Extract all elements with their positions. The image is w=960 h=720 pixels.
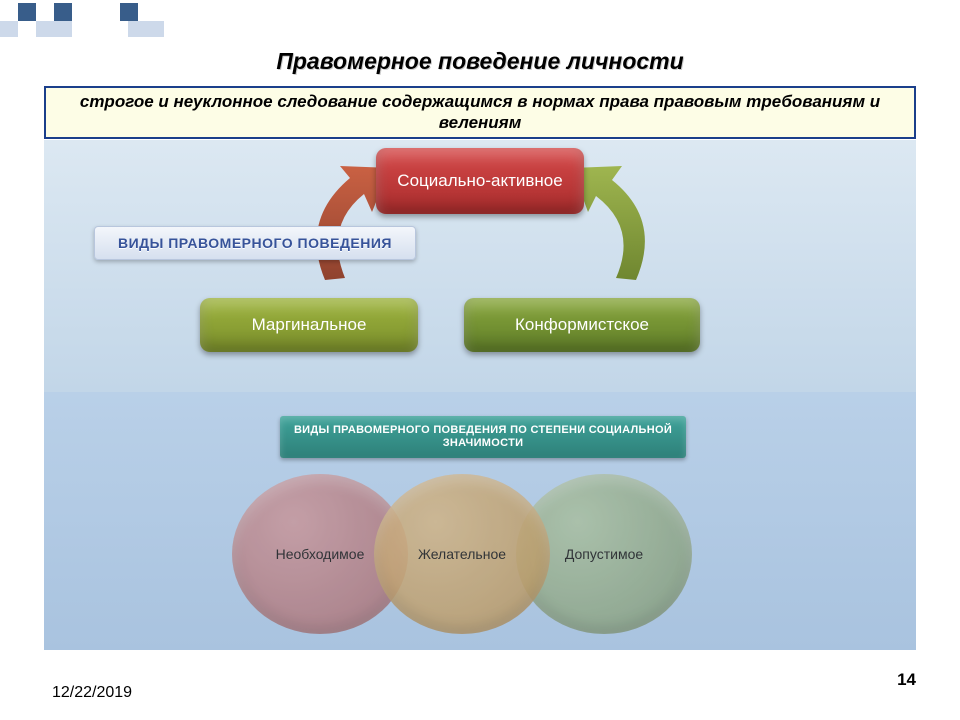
venn-label: Желательное (418, 546, 506, 562)
footer-date: 12/22/2019 (52, 684, 132, 702)
cycle-smartart: Социально-активное Маргинальное Конформи… (44, 140, 916, 392)
node-conformist: Конформистское (464, 298, 700, 352)
slide: Правомерное поведение личности строгое и… (0, 0, 960, 720)
node-social-active: Социально-активное (376, 148, 584, 214)
footer-page-number: 14 (897, 670, 916, 690)
node-marginal: Маргинальное (200, 298, 418, 352)
corner-decoration (0, 0, 170, 38)
venn-label: Допустимое (565, 546, 643, 562)
venn-diagram: Необходимое Допустимое Желательное (44, 472, 916, 650)
center-label-pill: ВИДЫ ПРАВОМЕРНОГО ПОВЕДЕНИЯ (94, 226, 416, 260)
venn-label: Необходимое (276, 546, 365, 562)
venn-circle-desirable: Желательное (374, 474, 550, 634)
definition-box: строгое и неуклонное следование содержащ… (44, 86, 916, 139)
venn-title-label: ВИДЫ ПРАВОМЕРНОГО ПОВЕДЕНИЯ ПО СТЕПЕНИ С… (280, 416, 686, 458)
page-title: Правомерное поведение личности (0, 48, 960, 75)
diagram-bottom-panel: ВИДЫ ПРАВОМЕРНОГО ПОВЕДЕНИЯ ПО СТЕПЕНИ С… (44, 392, 916, 650)
diagram-top-panel: Социально-активное Маргинальное Конформи… (44, 140, 916, 392)
